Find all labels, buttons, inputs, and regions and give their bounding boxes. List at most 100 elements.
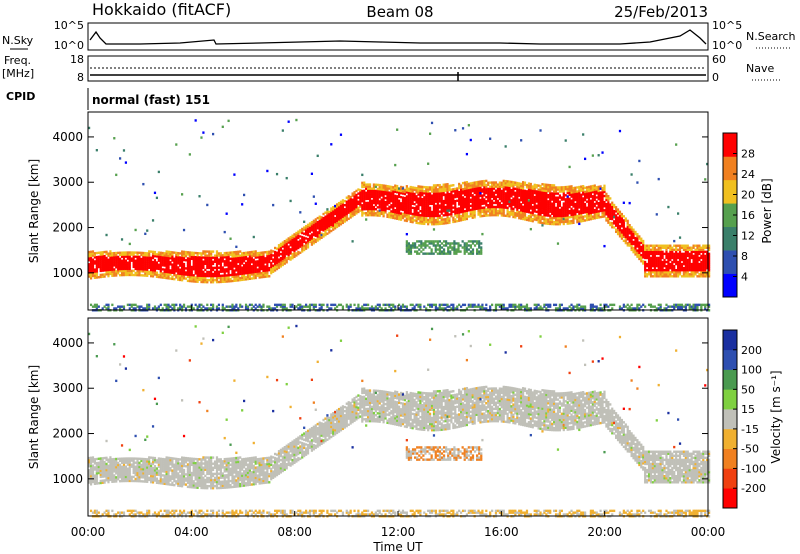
echo-cell xyxy=(212,280,215,284)
echo-cell xyxy=(260,251,263,254)
echo-cell xyxy=(649,252,653,256)
echo-cell xyxy=(221,125,224,129)
echo-cell xyxy=(522,305,525,308)
echo-cell xyxy=(343,220,346,223)
echo-cell xyxy=(574,211,577,214)
echo-cell xyxy=(396,207,399,210)
echo-cell xyxy=(450,202,453,206)
echo-cell xyxy=(405,205,408,208)
echo-cell xyxy=(363,208,366,211)
echo-cell xyxy=(213,254,217,257)
echo-cell xyxy=(260,259,263,263)
echo-cell xyxy=(580,216,583,219)
echo-cell xyxy=(301,307,304,310)
echo-cell xyxy=(293,233,296,236)
echo-cell xyxy=(605,202,608,206)
echo-cell xyxy=(289,242,292,245)
echo-cell xyxy=(237,273,240,276)
echo-cell xyxy=(483,212,486,215)
echo-cell xyxy=(250,267,253,270)
echo-cell xyxy=(392,216,395,220)
echo-cell xyxy=(105,268,108,272)
echo-cell xyxy=(194,276,197,279)
echo-cell xyxy=(363,201,366,205)
echo-cell xyxy=(477,197,480,200)
echo-cell xyxy=(227,251,230,255)
echo-cell xyxy=(491,207,494,211)
echo-cell xyxy=(368,185,372,188)
echo-cell xyxy=(613,303,616,307)
echo-cell xyxy=(252,268,255,272)
echo-cell xyxy=(438,192,441,195)
echo-cell xyxy=(616,224,620,228)
echo-cell xyxy=(264,269,267,272)
echo-cell xyxy=(539,307,542,310)
echo-cell xyxy=(175,268,178,271)
echo-cell xyxy=(192,280,195,283)
echo-cell xyxy=(312,219,315,223)
echo-cell xyxy=(202,262,205,265)
echo-cell xyxy=(673,271,676,274)
echo-cell xyxy=(684,254,687,258)
echo-cell xyxy=(479,204,482,208)
echo-cell xyxy=(630,246,633,250)
echo-cell xyxy=(388,215,391,219)
echo-cell xyxy=(481,307,484,310)
echo-cell xyxy=(103,256,106,260)
echo-cell xyxy=(173,265,176,269)
echo-cell xyxy=(355,307,358,310)
echo-cell xyxy=(434,184,438,187)
echo-cell xyxy=(142,262,145,265)
echo-cell xyxy=(628,223,631,227)
echo-cell xyxy=(182,269,186,272)
echo-cell xyxy=(562,190,565,193)
echo-cell xyxy=(159,276,162,279)
echo-cell xyxy=(649,260,653,264)
echo-cell xyxy=(585,186,589,189)
echo-cell xyxy=(425,220,428,224)
echo-cell xyxy=(469,186,472,189)
echo-cell xyxy=(659,264,662,268)
echo-cell xyxy=(531,199,534,202)
echo-cell xyxy=(477,303,480,307)
echo-cell xyxy=(153,259,157,262)
echo-cell xyxy=(117,257,120,261)
echo-cell xyxy=(429,192,432,195)
echo-cell xyxy=(196,280,199,283)
echo-cell xyxy=(246,261,250,264)
echo-cell xyxy=(243,260,246,263)
echo-cell xyxy=(572,197,575,200)
echo-cell xyxy=(167,266,170,270)
echo-cell xyxy=(483,181,486,185)
echo-cell xyxy=(494,183,498,186)
echo-cell xyxy=(574,215,577,218)
echo-cell xyxy=(659,256,662,260)
echo-cell xyxy=(330,229,333,233)
echo-cell xyxy=(148,305,151,308)
echo-cell xyxy=(355,210,358,213)
echo-cell xyxy=(212,256,215,259)
echo-cell xyxy=(301,250,304,253)
echo-cell xyxy=(355,189,358,193)
echo-cell xyxy=(584,198,587,202)
echo-cell xyxy=(595,188,598,191)
echo-cell xyxy=(382,210,385,214)
echo-cell xyxy=(169,273,172,276)
echo-cell xyxy=(421,208,424,211)
echo-cell xyxy=(171,265,174,268)
echo-cell xyxy=(622,235,625,238)
echo-cell xyxy=(128,269,131,273)
echo-cell xyxy=(624,217,627,220)
echo-cell xyxy=(638,235,641,238)
echo-cell xyxy=(212,305,215,308)
echo-cell xyxy=(111,270,114,273)
echo-cell xyxy=(425,186,428,189)
echo-cell xyxy=(551,216,554,220)
echo-cell xyxy=(306,246,310,249)
echo-cell xyxy=(223,307,226,310)
echo-cell xyxy=(582,193,585,196)
echo-cell xyxy=(274,256,277,260)
echo-cell xyxy=(361,204,364,207)
echo-cell xyxy=(541,307,544,310)
echo-cell xyxy=(124,273,128,277)
